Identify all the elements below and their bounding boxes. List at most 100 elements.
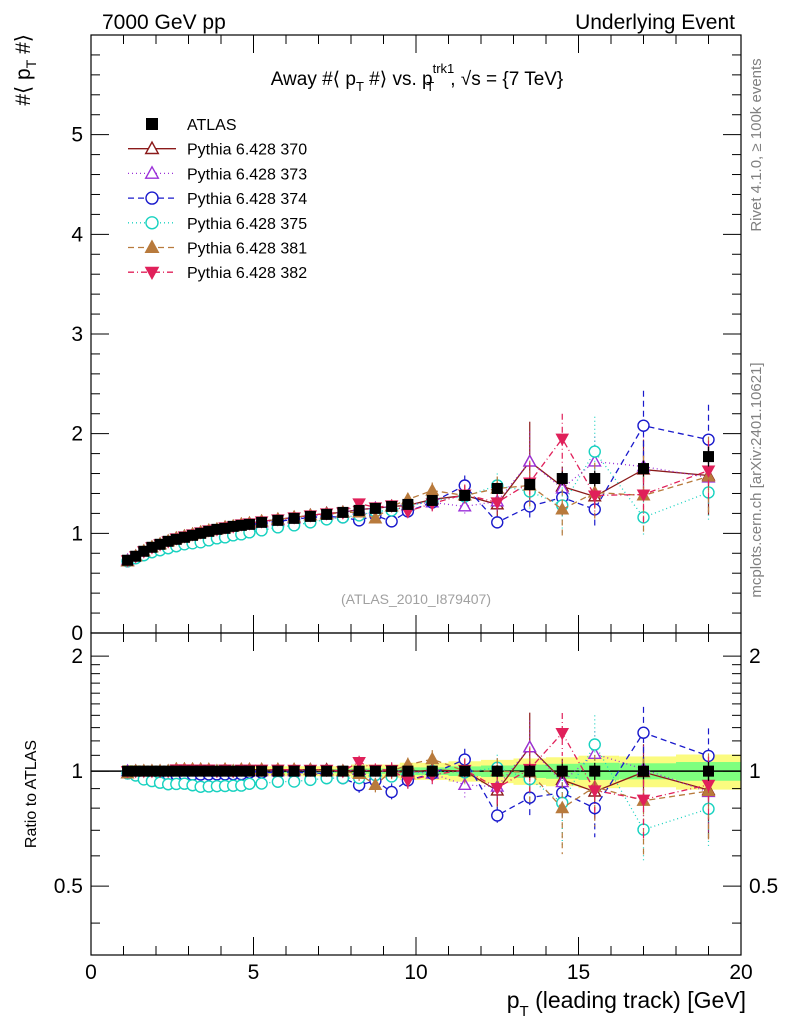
ratio-point [587, 785, 602, 798]
ratio-ytick-label-right: 1 [749, 760, 761, 783]
mcplots-label: mcplots.cern.ch [arXiv:2401.10621] [748, 362, 765, 597]
data-point [146, 541, 158, 553]
data-point [555, 433, 570, 446]
x-tick-label: 5 [248, 961, 260, 984]
legend-item: Pythia 6.428 375 [128, 216, 307, 233]
legend-label: Pythia 6.428 373 [187, 166, 307, 183]
ratio-point [524, 765, 536, 777]
ratio-point [637, 726, 650, 739]
ratio-series-atlas [122, 762, 714, 781]
x-tick-label: 0 [85, 961, 97, 984]
ratio-point [457, 777, 472, 791]
x-tick-label: 20 [729, 961, 752, 984]
data-point [122, 554, 134, 566]
ratio-point [146, 765, 158, 777]
ratio-y-axis-label: Ratio to ATLAS [23, 740, 40, 848]
series-line [127, 475, 709, 562]
main-ytick-label: 5 [71, 124, 83, 147]
data-point [490, 497, 505, 510]
data-point [459, 489, 471, 501]
ratio-point [368, 777, 383, 791]
ratio-ytick-label: 0.5 [54, 875, 83, 898]
ratio-point [556, 765, 568, 777]
ratio-point [256, 765, 268, 777]
data-point [588, 445, 601, 458]
legend-marker [145, 216, 159, 230]
data-point [637, 419, 650, 432]
data-point [491, 482, 503, 494]
ratio-point [255, 777, 268, 790]
data-point [203, 525, 215, 537]
ratio-series-layer [120, 706, 716, 861]
legend-label: ATLAS [187, 117, 237, 134]
main-panel: 0 1 2 3 4 5 Away #⟨ pT #⟩ vs. ptrk1 T, √s = {7… [12, 34, 742, 645]
main-ytick-label: 1 [71, 522, 83, 545]
legend-item: Pythia 6.428 382 [128, 265, 307, 282]
data-point [555, 501, 570, 515]
legend-label: Pythia 6.428 382 [187, 265, 307, 282]
series-atlas [122, 446, 714, 566]
ratio-point [178, 765, 190, 777]
ratio-point [589, 765, 601, 777]
x-axis-label: pT (leading track) [GeV] [507, 987, 746, 1020]
legend-marker [146, 118, 158, 130]
ratio-point [130, 765, 142, 777]
series-line [127, 437, 709, 561]
ratio-point [211, 765, 223, 777]
ratio-point [187, 765, 199, 777]
ratio-point [203, 765, 215, 777]
ratio-point [385, 785, 398, 799]
data-point [368, 510, 383, 524]
series-pythia-6-428-381 [120, 436, 716, 567]
ratio-point [459, 765, 471, 777]
legend-item: Pythia 6.428 373 [128, 165, 307, 183]
ratio-point [555, 800, 570, 814]
data-point [256, 516, 268, 528]
legend-label: Pythia 6.428 381 [187, 241, 307, 258]
data-point [211, 523, 223, 535]
legend-label: Pythia 6.428 374 [187, 191, 307, 208]
rivet-label: Rivet 4.1.0, ≥ 100k events [748, 58, 765, 231]
main-ytick-label: 0 [71, 622, 83, 645]
data-point [321, 508, 333, 520]
legend-marker [144, 165, 160, 179]
data-point [369, 502, 381, 514]
data-point [170, 533, 182, 545]
data-point [272, 514, 284, 526]
ratio-point [227, 765, 239, 777]
data-point [235, 519, 247, 531]
legend-marker [144, 239, 160, 254]
ratio-ytick-label-right: 0.5 [749, 875, 778, 898]
main-series-layer [120, 390, 716, 568]
ratio-point [243, 765, 255, 777]
data-point [386, 500, 398, 512]
ratio-point [491, 765, 503, 777]
legend-label: Pythia 6.428 375 [187, 216, 307, 233]
legend-item: Pythia 6.428 370 [128, 140, 307, 159]
ratio-point [703, 765, 714, 777]
data-point [425, 482, 440, 496]
data-point [402, 498, 414, 510]
plot-title: Away #⟨ pT #⟩ vs. ptrk1 T, √s = {7 TeV} [271, 61, 564, 94]
ratio-point [386, 765, 398, 777]
legend-marker [145, 191, 159, 205]
data-point [556, 473, 568, 485]
ratio-point [425, 751, 440, 765]
data-point [337, 506, 349, 518]
legend-item: Pythia 6.428 381 [128, 239, 307, 258]
series-pythia-6-428-375 [121, 416, 715, 568]
legend-item: Pythia 6.428 374 [128, 191, 307, 208]
main-y-axis-label: #⟨ pT #⟩ [12, 34, 39, 106]
ratio-ytick-label: 2 [71, 645, 83, 668]
data-point [353, 504, 365, 516]
ratio-point [170, 765, 182, 777]
data-point [243, 518, 255, 530]
ratio-point [272, 765, 284, 777]
data-point [703, 451, 714, 463]
ratio-point [243, 777, 256, 790]
ratio-point [426, 765, 438, 777]
ratio-point [369, 765, 381, 777]
data-point [178, 531, 190, 543]
data-point [162, 535, 174, 547]
data-point [219, 522, 231, 534]
